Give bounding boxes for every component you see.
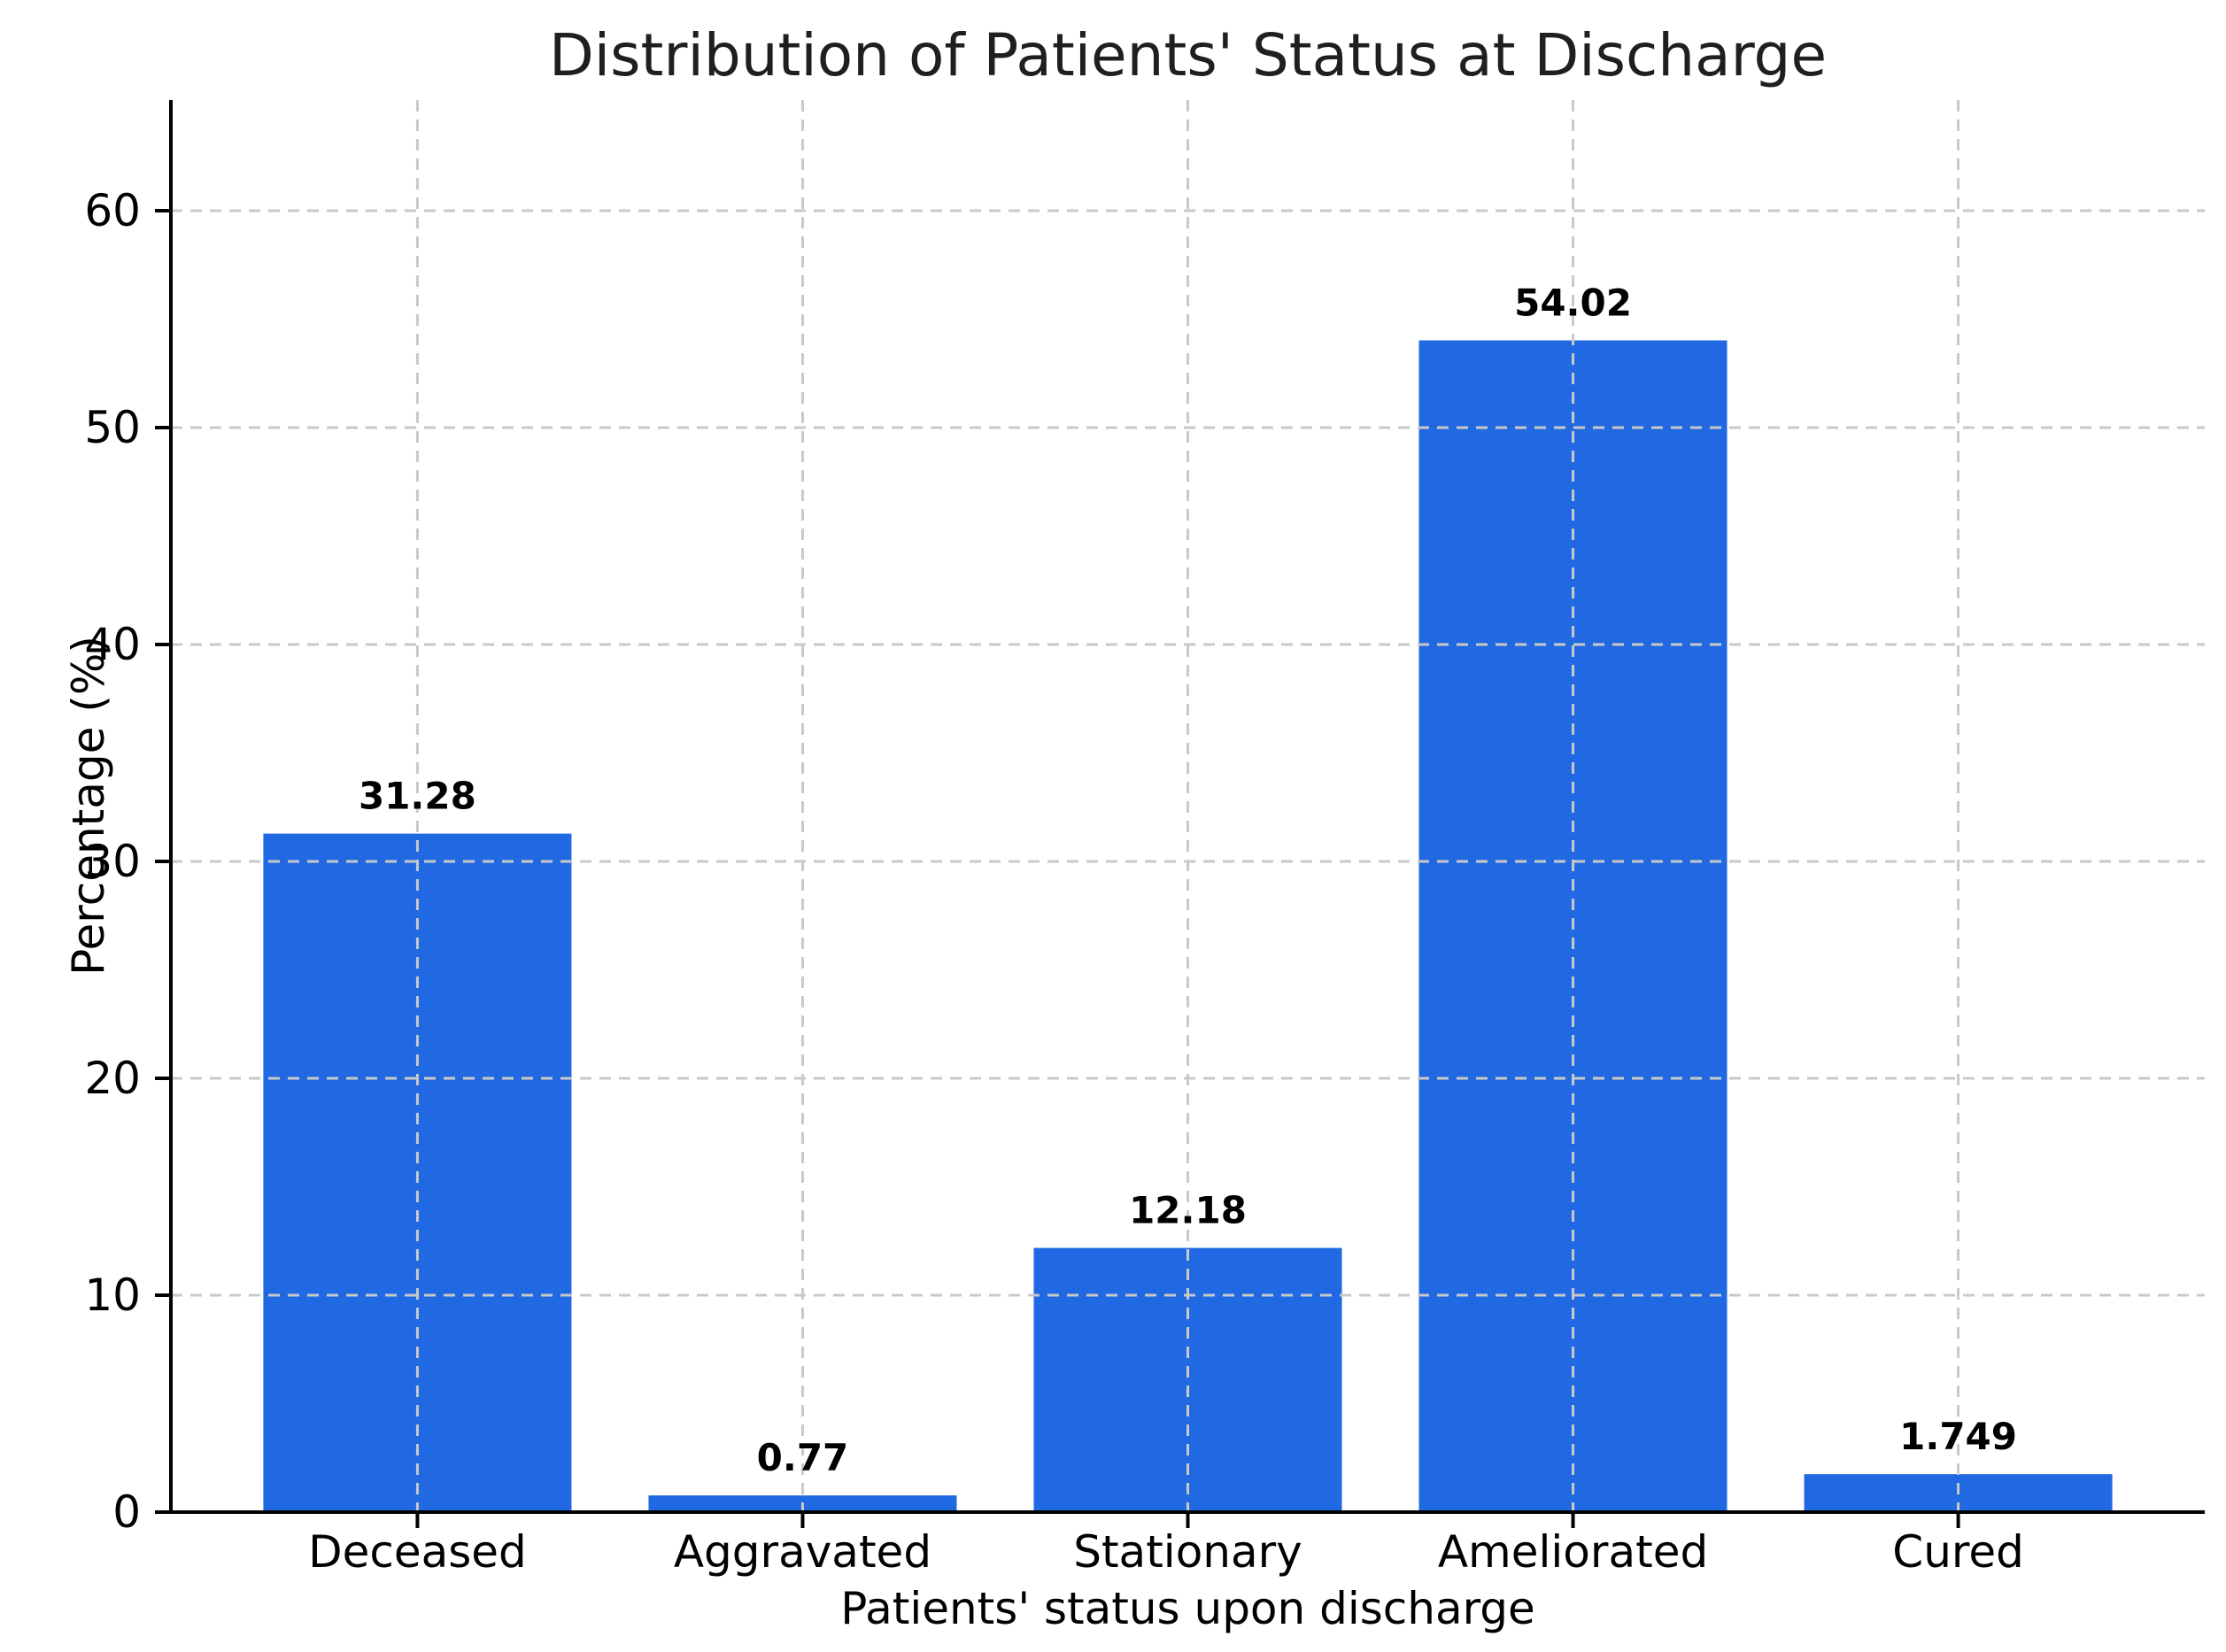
bar-value-label: 31.28 xyxy=(359,775,476,818)
x-tick-label: Ameliorated xyxy=(1438,1526,1708,1578)
bar-value-label: 54.02 xyxy=(1514,281,1632,324)
chart-title: Distribution of Patients' Status at Disc… xyxy=(548,21,1828,89)
x-tick-label: Deceased xyxy=(308,1526,527,1578)
y-tick-label: 0 xyxy=(112,1486,141,1538)
y-tick-label: 10 xyxy=(84,1270,141,1321)
bar-value-label: 1.749 xyxy=(1899,1415,2017,1458)
y-tick-label: 60 xyxy=(84,185,141,236)
y-tick-label: 30 xyxy=(84,836,141,887)
y-tick-label: 20 xyxy=(84,1053,141,1104)
x-tick-label: Cured xyxy=(1892,1526,2024,1578)
y-tick-label: 40 xyxy=(84,619,141,670)
x-tick-label: Aggravated xyxy=(674,1526,931,1578)
x-tick-label: Stationary xyxy=(1073,1526,1302,1578)
y-tick-label: 50 xyxy=(84,402,141,453)
x-axis-label: Patients' status upon discharge xyxy=(840,1583,1535,1634)
bar-value-label: 12.18 xyxy=(1129,1189,1247,1232)
bar-value-label: 0.77 xyxy=(757,1436,849,1479)
